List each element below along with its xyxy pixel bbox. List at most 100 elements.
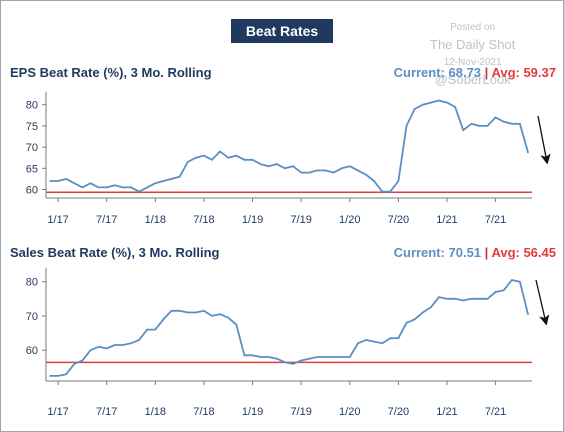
sales-xtick-label: 7/20: [388, 406, 409, 418]
eps-data-point: [381, 190, 384, 193]
eps-data-point: [397, 180, 400, 182]
eps-data-point: [292, 165, 294, 167]
sales-data-point: [57, 375, 59, 377]
eps-data-point: [57, 180, 59, 182]
sales-data-point: [316, 356, 319, 358]
sales-data-point: [97, 346, 100, 348]
eps-data-point: [178, 176, 181, 178]
sales-stats: Current: 70.51 | Avg: 56.45: [394, 245, 556, 260]
eps-xtick-label: 7/17: [96, 214, 117, 226]
eps-xtick-label: 7/18: [193, 214, 214, 226]
eps-data-point: [511, 123, 513, 125]
watermark-source: The Daily Shot: [430, 37, 516, 52]
eps-data-point: [170, 178, 173, 180]
eps-xtick-label: 1/21: [436, 214, 457, 226]
eps-data-point: [89, 182, 92, 184]
sales-data-point: [138, 339, 140, 341]
eps-ytick-label: 60: [26, 185, 38, 197]
eps-xtick-label: 1/20: [339, 214, 360, 226]
eps-data-point: [186, 161, 189, 163]
sales-data-point: [308, 357, 311, 360]
eps-xtick-label: 7/20: [388, 214, 409, 226]
sales-data-point: [454, 298, 456, 300]
sales-data-point: [276, 357, 278, 360]
eps-data-point: [219, 150, 221, 153]
eps-data-point: [105, 186, 108, 189]
watermark-posted: Posted on: [450, 22, 496, 33]
eps-title: EPS Beat Rate (%), 3 Mo. Rolling: [10, 65, 212, 80]
eps-data-point: [259, 163, 262, 165]
sales-data-point: [389, 337, 392, 340]
eps-data-point: [114, 184, 116, 187]
eps-data-point: [308, 171, 311, 174]
eps-data-point: [138, 190, 140, 193]
eps-data-point: [421, 103, 424, 106]
eps-xtick-label: 7/21: [485, 214, 506, 226]
eps-data-point: [454, 106, 456, 108]
sales-data-point: [332, 356, 335, 358]
eps-data-point: [284, 167, 286, 170]
sales-data-point: [413, 318, 416, 321]
sales-data-point: [195, 311, 197, 314]
sales-xtick-label: 7/18: [193, 406, 214, 418]
eps-data-point: [324, 169, 327, 172]
eps-data-point: [211, 159, 213, 161]
sales-data-point: [421, 311, 424, 314]
sales-data-point: [219, 313, 221, 316]
sales-data-point: [300, 359, 303, 362]
eps-data-point: [316, 169, 319, 172]
eps-down-arrow: [537, 115, 551, 165]
eps-data-point: [446, 101, 448, 104]
eps-data-point: [243, 159, 246, 161]
eps-xtick-label: 1/17: [47, 214, 68, 226]
sales-data-point: [227, 316, 229, 319]
sales-data-point: [381, 342, 384, 345]
eps-data-point: [462, 129, 465, 131]
sales-data-point: [430, 306, 432, 309]
sales-data-point: [178, 310, 181, 312]
sales-data-point: [511, 279, 513, 281]
eps-data-point: [130, 186, 132, 189]
eps-data-point: [373, 180, 375, 182]
sales-data-point: [527, 313, 529, 316]
sales-data-point: [519, 280, 521, 283]
sales-data-point: [284, 361, 286, 364]
sales-data-point: [446, 298, 448, 300]
sales-ytick-label: 60: [26, 345, 38, 357]
eps-data-point: [349, 165, 351, 167]
sales-data-point: [373, 340, 375, 343]
sales-data-point: [170, 310, 173, 312]
watermark-date: 12-Nov-2021: [443, 56, 502, 68]
sales-data-point: [349, 356, 351, 358]
eps-data-point: [494, 116, 497, 119]
sales-data-point: [259, 356, 262, 358]
sales-data-point: [105, 347, 108, 350]
eps-data-point: [357, 169, 359, 172]
eps-xtick-label: 1/19: [242, 214, 263, 226]
eps-current: Current: 68.73: [393, 65, 482, 80]
eps-stats: Current: 68.73 | Avg: 59.37: [394, 65, 556, 80]
eps-data-point: [146, 186, 148, 189]
eps-data-point: [365, 173, 367, 176]
eps-series-line: [50, 99, 529, 193]
eps-data-point: [251, 159, 254, 161]
sales-data-point: [405, 322, 408, 324]
eps-data-point: [227, 156, 229, 159]
sales-data-point: [114, 344, 116, 346]
sales-ytick-label: 70: [26, 311, 38, 323]
eps-data-point: [267, 165, 270, 167]
sales-data-point: [251, 354, 254, 357]
sales-data-point: [292, 363, 294, 365]
eps-data-point: [486, 125, 489, 127]
sales-data-point: [267, 356, 270, 358]
eps-data-point: [154, 182, 157, 184]
eps-data-point: [470, 123, 473, 125]
eps-data-point: [478, 125, 481, 127]
eps-data-point: [502, 120, 505, 123]
sales-xtick-label: 7/19: [290, 406, 311, 418]
eps-data-point: [195, 156, 197, 159]
eps-data-point: [122, 186, 124, 189]
sales-data-point: [494, 291, 497, 293]
sales-xtick-label: 1/21: [436, 406, 457, 418]
